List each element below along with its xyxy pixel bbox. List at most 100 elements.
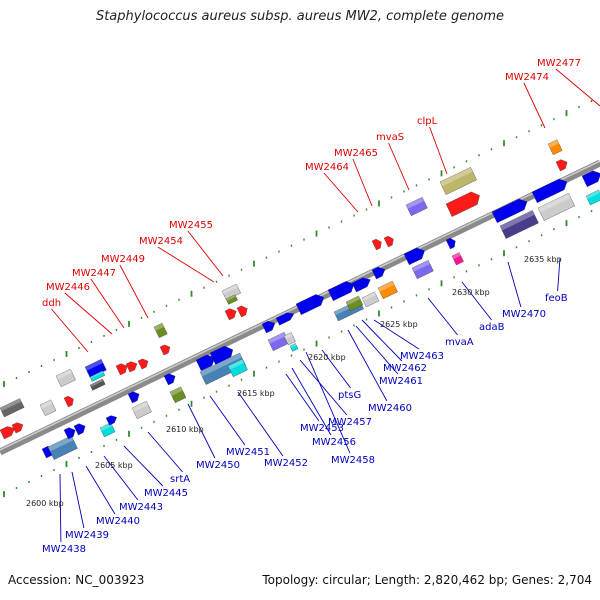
gene-feature [361,291,380,308]
gene-feature [377,280,398,300]
plus-gene-label: MW2465 [334,148,378,159]
gene-feature [195,354,216,372]
plus-gene-label: MW2474 [505,72,549,83]
gene-feature [199,352,246,385]
minus-gene-label: MW2470 [502,309,546,320]
kbp-tick-label: 2635 kbp [524,255,562,264]
label-leader-line [59,473,62,543]
label-leader-line [119,264,149,319]
gene-feature [236,305,248,318]
label-leader-line [187,230,224,277]
gene-feature [345,295,364,312]
gene-feature [371,238,382,251]
label-leader-line [305,351,351,454]
plus-gene-label: MW2477 [537,58,581,69]
minus-gene-label: MW2456 [312,437,356,448]
gene-feature [499,210,539,239]
label-leader-line [373,319,420,350]
label-leader-line [523,82,546,129]
label-leader-line [352,158,373,207]
gene-feature [153,322,168,339]
minus-gene-label: MW2458 [331,455,375,466]
kbp-tick-label: 2630 kbp [452,288,490,297]
plus-gene-label: MW2447 [72,268,116,279]
gene-feature [115,363,128,376]
minus-gene-label: feoB [545,293,568,304]
gene-feature [163,373,176,386]
label-leader-line [85,465,116,515]
minus-gene-label: MW2457 [328,417,372,428]
label-leader-line [507,261,522,308]
label-leader-line [555,68,600,107]
minus-gene-label: MW2452 [264,458,308,469]
gene-feature [89,378,106,391]
gene-feature [351,277,371,293]
gene-feature [283,332,296,346]
minus-gene-label: MW2462 [383,363,427,374]
label-leader-line [388,142,410,191]
label-leader-line [187,403,216,459]
label-leaders [51,68,600,543]
minus-gene-label: MW2451 [226,447,270,458]
plus-gene-label: MW2449 [101,254,145,265]
label-leader-line [299,359,348,416]
kbp-tick-label: 2605 kbp [95,461,133,470]
gene-feature [445,191,480,217]
minus-gene-label: MW2450 [196,460,240,471]
gene-feature [0,398,25,418]
gene-feature [131,400,152,420]
gene-feature [295,294,325,316]
inner-tick-row [3,210,593,498]
label-leader-line [461,281,492,321]
gene-feature [89,370,105,382]
gene-feature [581,170,600,188]
gene-feature [411,259,434,280]
outer-tick-row [3,100,593,388]
plus-gene-label: MW2446 [46,282,90,293]
label-leader-line [237,391,284,457]
gene-feature [227,358,248,378]
gene-feature [537,193,575,221]
minus-gene-label: MW2463 [400,351,444,362]
kbp-tick-label: 2625 kbp [380,320,418,329]
gene-feature [445,237,456,250]
minus-gene-label: MW2461 [379,376,423,387]
plus-gene-label: MW2464 [305,162,349,173]
gene-feature [555,159,568,172]
label-leader-line [157,246,215,283]
gene-feature [405,196,428,217]
gene-feature [491,198,528,224]
label-leader-line [90,278,125,329]
label-leader-line [103,455,139,501]
minus-gene-label: MW2438 [42,544,86,555]
minus-gene-label: MW2443 [119,502,163,513]
gene-feature [0,426,15,440]
minus-gene-label: MW2439 [65,530,109,541]
accession-text: Accession: NC_003923 [8,573,145,587]
label-leader-line [355,325,399,375]
plus-gene-label: MW2455 [169,220,213,231]
gene-feature [439,167,477,195]
gene-feature [275,312,295,326]
label-leader-line [361,319,403,362]
gene-feature [289,343,299,352]
plus-gene-label: clpL [417,116,438,127]
gene-feature [383,235,394,248]
label-leader-line [51,308,89,353]
kbp-tick-label: 2600 kbp [26,499,64,508]
minus-gene-label: MW2460 [368,403,412,414]
minus-gene-label: MW2453 [300,423,344,434]
gene-feature [105,415,117,426]
plus-gene-label: mvaS [376,132,404,143]
gene-feature [327,281,355,302]
label-leader-line [64,292,113,335]
gene-feature [225,294,238,305]
label-leader-line [123,445,164,487]
gene-feature [55,368,76,388]
gene-features [0,139,600,460]
gene-feature [403,247,425,266]
genome-summary-text: Topology: circular; Length: 2,820,462 bp… [262,573,592,587]
minus-gene-label: MW2445 [144,488,188,499]
kbp-tick-label: 2610 kbp [166,425,204,434]
